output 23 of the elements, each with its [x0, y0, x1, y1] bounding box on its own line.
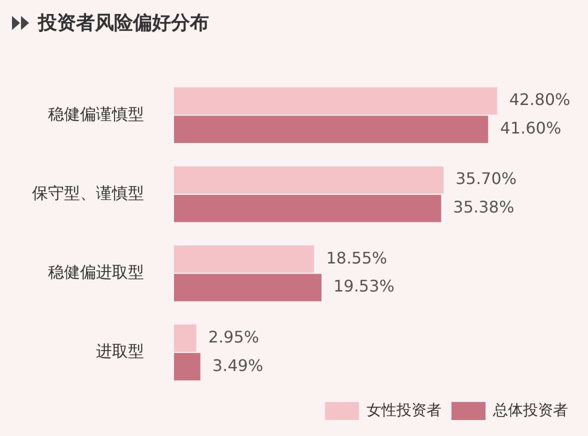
data-label: 35.70% — [456, 169, 517, 188]
bar — [174, 274, 322, 302]
bar — [174, 245, 314, 273]
data-label: 42.80% — [509, 90, 570, 110]
bar — [174, 324, 196, 352]
bar — [174, 353, 200, 380]
data-label: 18.55% — [326, 248, 388, 268]
data-label: 19.53% — [333, 276, 394, 296]
data-label: 3.49% — [212, 356, 264, 375]
data-label: 2.95% — [208, 327, 260, 346]
data-label: 41.60% — [500, 118, 562, 138]
bar — [174, 116, 488, 144]
y-tick-label: 保守型、谨慎型 — [32, 183, 144, 202]
bar — [174, 194, 442, 222]
chart-title: 投资者风险偏好分布 — [38, 11, 209, 36]
y-tick-label: 进取型 — [96, 342, 144, 361]
data-label: 35.38% — [453, 198, 514, 217]
bar — [174, 166, 444, 194]
y-tick-label: 稳健偏谨慎型 — [48, 104, 144, 124]
y-tick-label: 稳健偏进取型 — [48, 262, 144, 282]
bar — [174, 87, 498, 115]
legend-label: 总体投资者 — [492, 400, 568, 419]
legend-label: 女性投资者 — [366, 400, 442, 419]
